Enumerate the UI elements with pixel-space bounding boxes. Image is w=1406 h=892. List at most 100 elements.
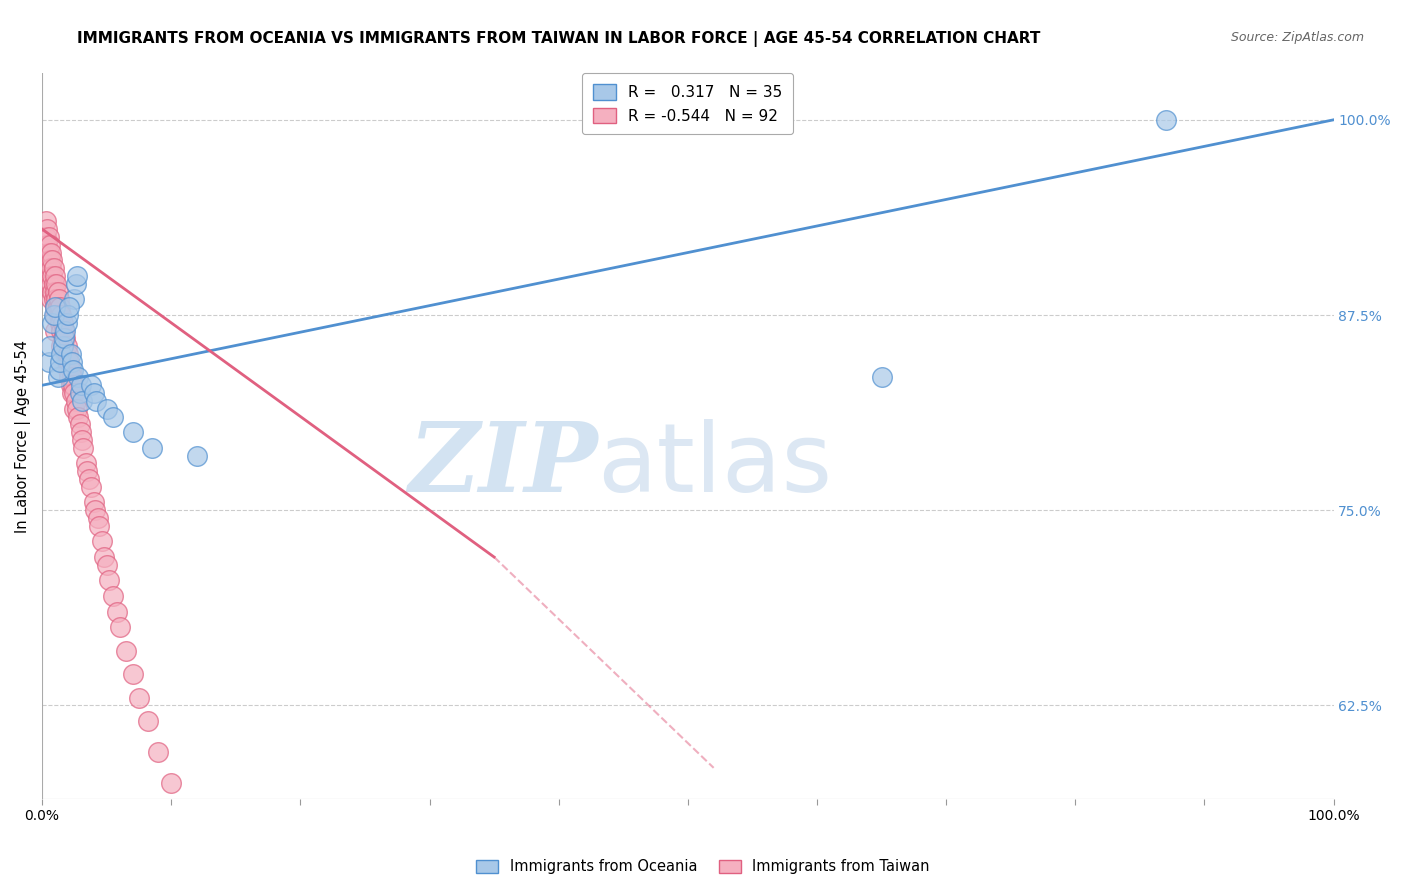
Point (186, 449, 208, 463)
Point (37, 253, 59, 268)
Point (65, 277, 87, 291)
Point (67, 409, 90, 424)
Point (66, 401, 89, 416)
Point (58, 355, 80, 369)
Legend: R =   0.317   N = 35, R = -0.544   N = 92: R = 0.317 N = 35, R = -0.544 N = 92 (582, 73, 793, 135)
Point (42, 293, 65, 307)
Point (63, 386, 86, 401)
Point (101, 409, 124, 424)
Point (160, 776, 183, 790)
Point (38, 268, 60, 283)
Point (186, 838, 208, 853)
Point (42, 261, 65, 276)
Point (49, 355, 72, 369)
Point (46, 300, 69, 314)
Point (46, 285, 69, 299)
Point (39, 245, 62, 260)
Point (72, 441, 94, 455)
Point (115, 644, 138, 658)
Point (51, 308, 73, 322)
Point (58, 370, 80, 384)
Point (105, 605, 128, 619)
Point (60, 370, 83, 384)
Point (69, 386, 91, 401)
Point (39, 293, 62, 307)
Point (58, 300, 80, 314)
Point (46, 370, 69, 384)
Point (44, 268, 66, 283)
Point (67, 370, 90, 384)
Point (53, 347, 76, 361)
Point (42, 308, 65, 322)
Point (42, 277, 65, 291)
Point (51, 347, 73, 361)
Point (35, 214, 58, 228)
Point (77, 472, 100, 486)
Point (108, 620, 131, 634)
Point (62, 362, 84, 376)
Point (37, 237, 59, 252)
Point (38, 261, 60, 276)
Point (870, 370, 893, 384)
Point (41, 285, 63, 299)
Point (39, 261, 62, 276)
Point (121, 425, 143, 439)
Point (136, 714, 159, 728)
Point (48, 362, 70, 376)
Point (38, 277, 60, 291)
Point (86, 511, 108, 525)
Point (96, 558, 118, 572)
Point (70, 378, 93, 392)
Point (80, 480, 103, 494)
Point (70, 393, 93, 408)
Point (96, 401, 118, 416)
Point (53, 331, 76, 345)
Point (53, 331, 76, 345)
Legend: Immigrants from Oceania, Immigrants from Taiwan: Immigrants from Oceania, Immigrants from… (470, 854, 936, 880)
Point (121, 667, 143, 681)
Point (38, 230, 60, 244)
Point (128, 690, 150, 705)
Point (212, 886, 235, 892)
Text: atlas: atlas (598, 418, 832, 512)
Point (38, 355, 60, 369)
Text: ZIP: ZIP (408, 418, 598, 512)
Point (148, 745, 170, 759)
Point (52, 331, 75, 345)
Point (56, 347, 79, 361)
Point (66, 268, 89, 283)
Point (55, 339, 77, 353)
Point (52, 339, 75, 353)
Text: IMMIGRANTS FROM OCEANIA VS IMMIGRANTS FROM TAIWAN IN LABOR FORCE | AGE 45-54 COR: IMMIGRANTS FROM OCEANIA VS IMMIGRANTS FR… (77, 31, 1040, 47)
Text: Source: ZipAtlas.com: Source: ZipAtlas.com (1230, 31, 1364, 45)
Point (1154, 112, 1177, 127)
Point (51, 324, 73, 338)
Point (75, 456, 97, 470)
Point (44, 300, 66, 314)
Point (44, 285, 66, 299)
Point (37, 222, 59, 236)
Point (76, 464, 98, 478)
Point (38, 339, 60, 353)
Point (45, 277, 67, 291)
Point (45, 293, 67, 307)
Point (38, 245, 60, 260)
Point (60, 355, 83, 369)
Point (52, 316, 75, 330)
Point (44, 308, 66, 322)
Point (56, 362, 79, 376)
Point (69, 417, 91, 432)
Point (63, 293, 86, 307)
Point (59, 362, 82, 376)
Point (53, 324, 76, 338)
Point (63, 401, 86, 416)
Point (48, 293, 70, 307)
Point (44, 324, 66, 338)
Point (53, 324, 76, 338)
Point (38, 253, 60, 268)
Point (39, 277, 62, 291)
Point (65, 393, 87, 408)
Y-axis label: In Labor Force | Age 45-54: In Labor Force | Age 45-54 (15, 340, 31, 533)
Point (173, 807, 195, 822)
Point (49, 300, 72, 314)
